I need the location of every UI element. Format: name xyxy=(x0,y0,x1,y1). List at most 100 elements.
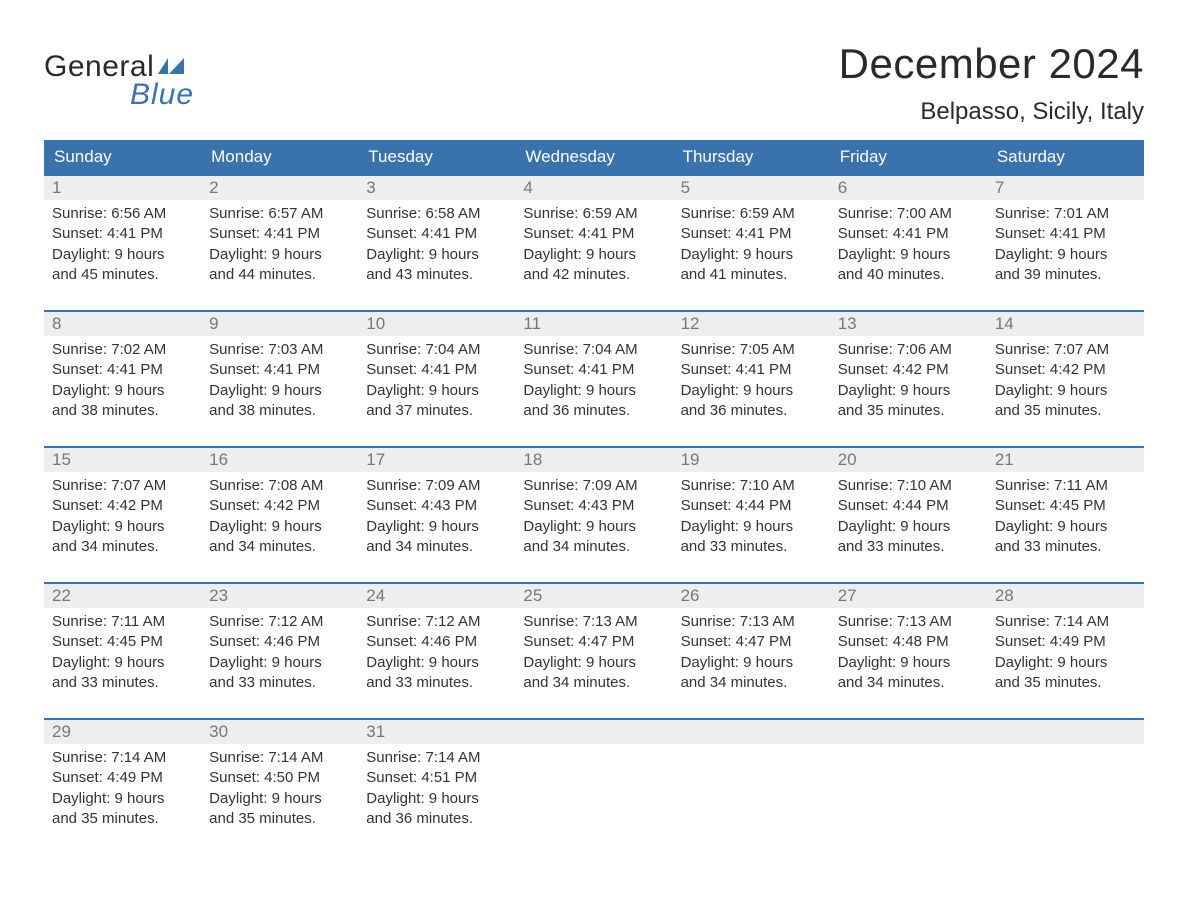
daylight-line: Daylight: 9 hours and 44 minutes. xyxy=(209,245,350,286)
sunrise-line: Sunrise: 7:13 AM xyxy=(681,612,822,632)
daylight-line: Daylight: 9 hours and 34 minutes. xyxy=(366,517,507,558)
day-body: Sunrise: 7:11 AMSunset: 4:45 PMDaylight:… xyxy=(987,472,1144,563)
sunrise-line: Sunrise: 7:05 AM xyxy=(681,340,822,360)
sunset-line: Sunset: 4:41 PM xyxy=(681,224,822,244)
daylight-line: Daylight: 9 hours and 34 minutes. xyxy=(52,517,193,558)
sunset-line: Sunset: 4:42 PM xyxy=(838,360,979,380)
day-body: Sunrise: 6:56 AMSunset: 4:41 PMDaylight:… xyxy=(44,200,201,291)
day-number: 31 xyxy=(358,720,515,744)
day-body: Sunrise: 7:11 AMSunset: 4:45 PMDaylight:… xyxy=(44,608,201,699)
calendar-day: 19Sunrise: 7:10 AMSunset: 4:44 PMDayligh… xyxy=(673,448,830,566)
day-body: Sunrise: 7:07 AMSunset: 4:42 PMDaylight:… xyxy=(987,336,1144,427)
weeks-container: 1Sunrise: 6:56 AMSunset: 4:41 PMDaylight… xyxy=(44,174,1144,838)
day-number: 6 xyxy=(830,176,987,200)
calendar-day: 6Sunrise: 7:00 AMSunset: 4:41 PMDaylight… xyxy=(830,176,987,294)
calendar-day: 23Sunrise: 7:12 AMSunset: 4:46 PMDayligh… xyxy=(201,584,358,702)
sunset-line: Sunset: 4:49 PM xyxy=(995,632,1136,652)
daylight-line: Daylight: 9 hours and 36 minutes. xyxy=(366,789,507,830)
day-body: Sunrise: 6:58 AMSunset: 4:41 PMDaylight:… xyxy=(358,200,515,291)
day-body xyxy=(515,744,672,754)
daylight-line: Daylight: 9 hours and 33 minutes. xyxy=(995,517,1136,558)
sunrise-line: Sunrise: 7:13 AM xyxy=(838,612,979,632)
sunset-line: Sunset: 4:44 PM xyxy=(838,496,979,516)
sunset-line: Sunset: 4:48 PM xyxy=(838,632,979,652)
day-number: 16 xyxy=(201,448,358,472)
calendar-day: 7Sunrise: 7:01 AMSunset: 4:41 PMDaylight… xyxy=(987,176,1144,294)
daylight-line: Daylight: 9 hours and 35 minutes. xyxy=(995,381,1136,422)
sunset-line: Sunset: 4:43 PM xyxy=(366,496,507,516)
daylight-line: Daylight: 9 hours and 41 minutes. xyxy=(681,245,822,286)
sunset-line: Sunset: 4:45 PM xyxy=(52,632,193,652)
calendar-day: 9Sunrise: 7:03 AMSunset: 4:41 PMDaylight… xyxy=(201,312,358,430)
calendar-day: 28Sunrise: 7:14 AMSunset: 4:49 PMDayligh… xyxy=(987,584,1144,702)
calendar-week: 29Sunrise: 7:14 AMSunset: 4:49 PMDayligh… xyxy=(44,718,1144,838)
calendar-day: 16Sunrise: 7:08 AMSunset: 4:42 PMDayligh… xyxy=(201,448,358,566)
day-body xyxy=(673,744,830,754)
calendar-day xyxy=(830,720,987,838)
day-number: 4 xyxy=(515,176,672,200)
sunset-line: Sunset: 4:42 PM xyxy=(209,496,350,516)
weekday-header: Tuesday xyxy=(358,140,515,174)
day-body: Sunrise: 7:03 AMSunset: 4:41 PMDaylight:… xyxy=(201,336,358,427)
day-number: 3 xyxy=(358,176,515,200)
sunrise-line: Sunrise: 7:06 AM xyxy=(838,340,979,360)
daylight-line: Daylight: 9 hours and 35 minutes. xyxy=(995,653,1136,694)
daylight-line: Daylight: 9 hours and 34 minutes. xyxy=(838,653,979,694)
sunset-line: Sunset: 4:41 PM xyxy=(209,360,350,380)
calendar-day: 15Sunrise: 7:07 AMSunset: 4:42 PMDayligh… xyxy=(44,448,201,566)
sunrise-line: Sunrise: 7:14 AM xyxy=(52,748,193,768)
sunset-line: Sunset: 4:49 PM xyxy=(52,768,193,788)
daylight-line: Daylight: 9 hours and 33 minutes. xyxy=(838,517,979,558)
sunset-line: Sunset: 4:41 PM xyxy=(366,360,507,380)
day-body: Sunrise: 7:00 AMSunset: 4:41 PMDaylight:… xyxy=(830,200,987,291)
day-body: Sunrise: 7:13 AMSunset: 4:47 PMDaylight:… xyxy=(515,608,672,699)
day-number: 26 xyxy=(673,584,830,608)
day-number: 24 xyxy=(358,584,515,608)
day-body: Sunrise: 7:08 AMSunset: 4:42 PMDaylight:… xyxy=(201,472,358,563)
calendar-day: 26Sunrise: 7:13 AMSunset: 4:47 PMDayligh… xyxy=(673,584,830,702)
sunset-line: Sunset: 4:41 PM xyxy=(995,224,1136,244)
daylight-line: Daylight: 9 hours and 37 minutes. xyxy=(366,381,507,422)
daylight-line: Daylight: 9 hours and 33 minutes. xyxy=(681,517,822,558)
day-number xyxy=(830,720,987,744)
day-number: 22 xyxy=(44,584,201,608)
weekday-header: Saturday xyxy=(987,140,1144,174)
header: General Blue December 2024 Belpasso, Sic… xyxy=(44,40,1144,126)
sunset-line: Sunset: 4:45 PM xyxy=(995,496,1136,516)
weekday-header-row: SundayMondayTuesdayWednesdayThursdayFrid… xyxy=(44,140,1144,174)
sunset-line: Sunset: 4:41 PM xyxy=(52,224,193,244)
day-number: 27 xyxy=(830,584,987,608)
day-body: Sunrise: 7:02 AMSunset: 4:41 PMDaylight:… xyxy=(44,336,201,427)
weekday-header: Thursday xyxy=(673,140,830,174)
sunrise-line: Sunrise: 7:14 AM xyxy=(995,612,1136,632)
weekday-header: Friday xyxy=(830,140,987,174)
sunset-line: Sunset: 4:41 PM xyxy=(681,360,822,380)
daylight-line: Daylight: 9 hours and 38 minutes. xyxy=(52,381,193,422)
daylight-line: Daylight: 9 hours and 34 minutes. xyxy=(523,653,664,694)
calendar-day: 21Sunrise: 7:11 AMSunset: 4:45 PMDayligh… xyxy=(987,448,1144,566)
sunset-line: Sunset: 4:42 PM xyxy=(995,360,1136,380)
sunrise-line: Sunrise: 7:04 AM xyxy=(366,340,507,360)
day-number: 5 xyxy=(673,176,830,200)
calendar-day: 22Sunrise: 7:11 AMSunset: 4:45 PMDayligh… xyxy=(44,584,201,702)
sunset-line: Sunset: 4:41 PM xyxy=(523,224,664,244)
page-title: December 2024 xyxy=(839,40,1144,88)
day-number: 2 xyxy=(201,176,358,200)
sunrise-line: Sunrise: 7:11 AM xyxy=(52,612,193,632)
daylight-line: Daylight: 9 hours and 34 minutes. xyxy=(681,653,822,694)
calendar-day: 1Sunrise: 6:56 AMSunset: 4:41 PMDaylight… xyxy=(44,176,201,294)
sunrise-line: Sunrise: 7:14 AM xyxy=(209,748,350,768)
daylight-line: Daylight: 9 hours and 34 minutes. xyxy=(209,517,350,558)
day-body: Sunrise: 7:07 AMSunset: 4:42 PMDaylight:… xyxy=(44,472,201,563)
calendar-day: 25Sunrise: 7:13 AMSunset: 4:47 PMDayligh… xyxy=(515,584,672,702)
sunrise-line: Sunrise: 7:07 AM xyxy=(995,340,1136,360)
day-body xyxy=(830,744,987,754)
day-number: 20 xyxy=(830,448,987,472)
sunset-line: Sunset: 4:46 PM xyxy=(366,632,507,652)
calendar-day xyxy=(987,720,1144,838)
logo-word-blue: Blue xyxy=(130,78,194,112)
day-body: Sunrise: 7:12 AMSunset: 4:46 PMDaylight:… xyxy=(201,608,358,699)
daylight-line: Daylight: 9 hours and 36 minutes. xyxy=(681,381,822,422)
daylight-line: Daylight: 9 hours and 33 minutes. xyxy=(366,653,507,694)
sunset-line: Sunset: 4:46 PM xyxy=(209,632,350,652)
